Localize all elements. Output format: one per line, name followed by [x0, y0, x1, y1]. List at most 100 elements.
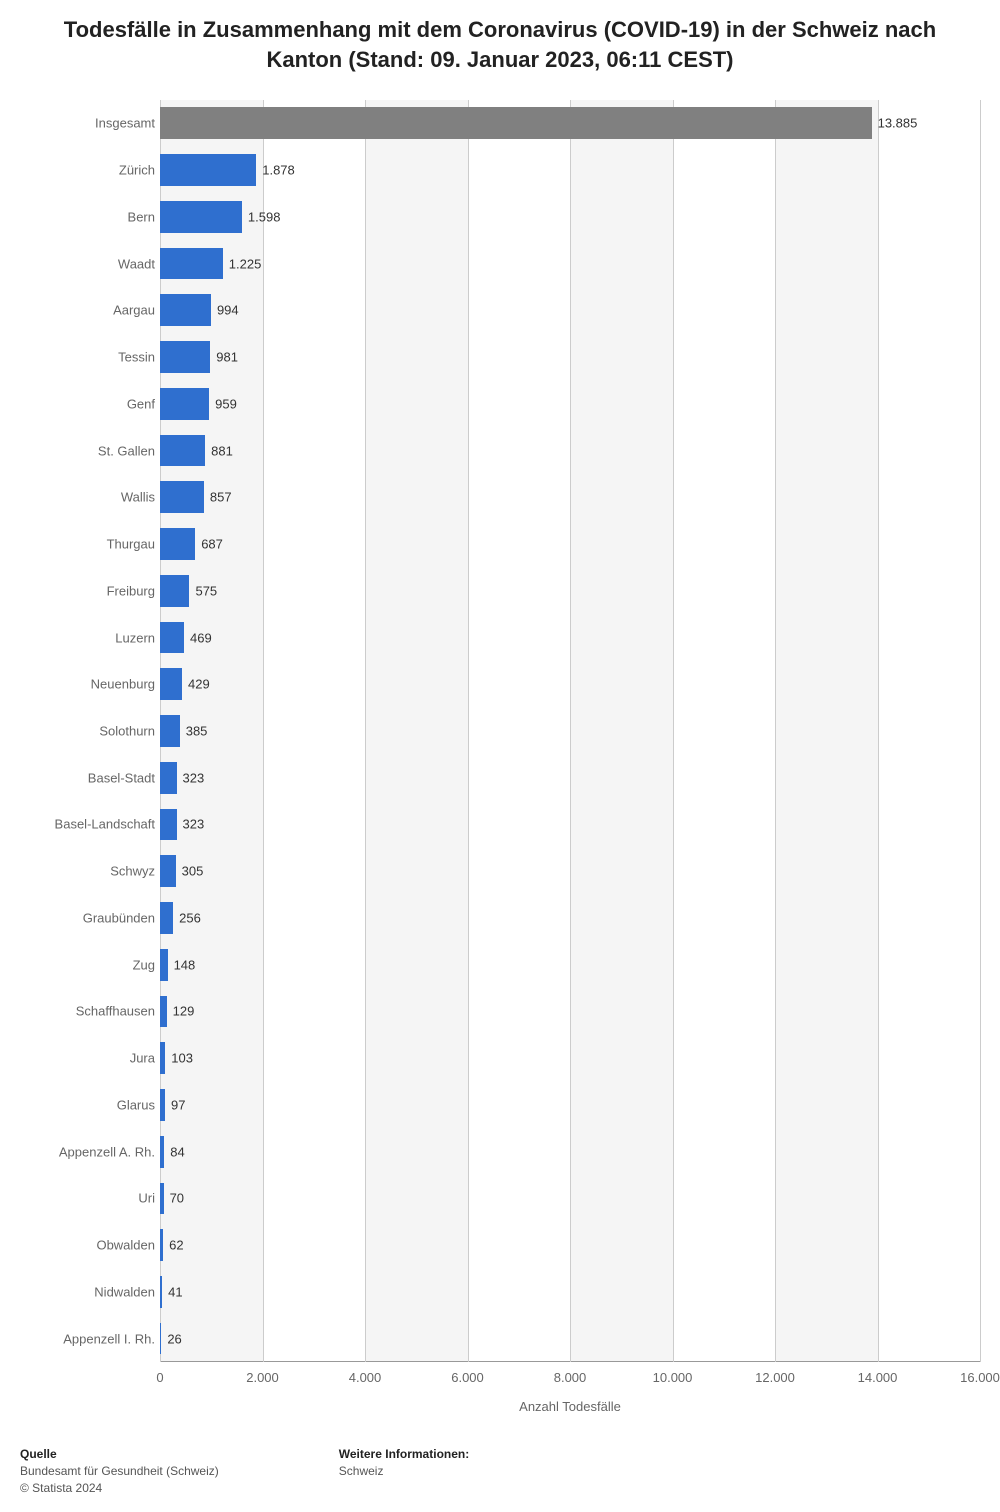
- bar: [160, 668, 182, 700]
- bar: [160, 1089, 165, 1121]
- bar: [160, 1136, 164, 1168]
- bar-row: Zürich 1.878: [20, 147, 980, 194]
- footer-info: Weitere Informationen: Schweiz: [339, 1447, 469, 1497]
- bar: [160, 902, 173, 934]
- bar: [160, 435, 205, 467]
- category-label: Aargau: [113, 303, 155, 318]
- bar: [160, 809, 177, 841]
- bar-row: Obwalden 62: [20, 1222, 980, 1269]
- bar-row: Nidwalden 41: [20, 1269, 980, 1316]
- category-label: Wallis: [121, 490, 155, 505]
- category-label: Bern: [128, 209, 155, 224]
- value-label: 41: [168, 1284, 182, 1299]
- category-label: Tessin: [118, 350, 155, 365]
- bar: [160, 1323, 161, 1355]
- bar-row: Basel-Landschaft323: [20, 801, 980, 848]
- x-tick-label: 0: [156, 1370, 163, 1385]
- bar-row: Zug 148: [20, 941, 980, 988]
- category-label: Basel-Stadt: [88, 770, 155, 785]
- value-label: 97: [171, 1097, 185, 1112]
- footer-source-line1: Bundesamt für Gesundheit (Schweiz): [20, 1463, 219, 1480]
- bar-row: Genf959: [20, 380, 980, 427]
- bar: [160, 248, 223, 280]
- bar-row: Jura103: [20, 1035, 980, 1082]
- category-label: Graubünden: [83, 910, 155, 925]
- footer-source-line2: © Statista 2024: [20, 1480, 219, 1497]
- x-tick-label: 8.000: [554, 1370, 587, 1385]
- value-label: 129: [173, 1004, 195, 1019]
- bar-row: Bern 1.598: [20, 193, 980, 240]
- category-label: Nidwalden: [94, 1284, 155, 1299]
- x-tick-label: 4.000: [349, 1370, 382, 1385]
- category-label: Obwalden: [96, 1238, 155, 1253]
- value-label: 687: [201, 537, 223, 552]
- footer-source: Quelle Bundesamt für Gesundheit (Schweiz…: [20, 1447, 219, 1497]
- value-label: 323: [183, 817, 205, 832]
- bar: [160, 622, 184, 654]
- x-tick-label: 12.000: [755, 1370, 795, 1385]
- x-tick-label: 16.000: [960, 1370, 1000, 1385]
- category-label: Schwyz: [110, 864, 155, 879]
- value-label: 70: [170, 1191, 184, 1206]
- category-label: St. Gallen: [98, 443, 155, 458]
- bar-row: Freiburg575: [20, 567, 980, 614]
- category-label: Neuenburg: [91, 677, 155, 692]
- category-label: Schaffhausen: [76, 1004, 155, 1019]
- category-label: Luzern: [115, 630, 155, 645]
- bar-row: Luzern 469: [20, 614, 980, 661]
- value-label: 323: [183, 770, 205, 785]
- value-label: 13.885: [878, 116, 918, 131]
- x-tick-label: 10.000: [653, 1370, 693, 1385]
- value-label: 148: [174, 957, 196, 972]
- bar-row: Tessin 981: [20, 334, 980, 381]
- category-label: Zug: [133, 957, 155, 972]
- bar: [160, 201, 242, 233]
- bar: [160, 388, 209, 420]
- bar-row: Uri70: [20, 1175, 980, 1222]
- bar-row: Neuenburg 429: [20, 661, 980, 708]
- category-label: Insgesamt: [95, 116, 155, 131]
- category-label: Waadt: [118, 256, 155, 271]
- value-label: 429: [188, 677, 210, 692]
- bar: [160, 481, 204, 513]
- bar: [160, 341, 210, 373]
- value-label: 575: [195, 583, 217, 598]
- value-label: 857: [210, 490, 232, 505]
- value-label: 1.878: [262, 163, 295, 178]
- bar: [160, 154, 256, 186]
- value-label: 994: [217, 303, 239, 318]
- x-tick-label: 2.000: [246, 1370, 279, 1385]
- value-label: 959: [215, 396, 237, 411]
- value-label: 881: [211, 443, 233, 458]
- bar-row: Wallis 857: [20, 474, 980, 521]
- value-label: 981: [216, 350, 238, 365]
- bar: [160, 762, 177, 794]
- bar-row: Schaffhausen 129: [20, 988, 980, 1035]
- bar: [160, 855, 176, 887]
- bar: [160, 996, 167, 1028]
- bar-row: Appenzell A. Rh.84: [20, 1128, 980, 1175]
- value-label: 256: [179, 910, 201, 925]
- bar-row: St. Gallen 881: [20, 427, 980, 474]
- value-label: 1.598: [248, 209, 281, 224]
- bar-row: Schwyz 305: [20, 848, 980, 895]
- value-label: 26: [167, 1331, 181, 1346]
- bar: [160, 575, 189, 607]
- bar: [160, 107, 872, 139]
- bar-row: Basel-Stadt 323: [20, 754, 980, 801]
- value-label: 305: [182, 864, 204, 879]
- value-label: 385: [186, 723, 208, 738]
- value-label: 62: [169, 1238, 183, 1253]
- footer-info-line1: Schweiz: [339, 1463, 469, 1480]
- value-label: 469: [190, 630, 212, 645]
- bar-row: Waadt1.225: [20, 240, 980, 287]
- bars-layer: Insgesamt 13.885 Zürich 1.878 Bern 1.598 Waadt…: [20, 100, 980, 1362]
- bar: [160, 1229, 163, 1261]
- category-label: Zürich: [119, 163, 155, 178]
- gridline: [980, 100, 981, 1362]
- category-label: Solothurn: [99, 723, 155, 738]
- bar-row: Appenzell I. Rh.26: [20, 1315, 980, 1362]
- bar: [160, 1042, 165, 1074]
- value-label: 84: [170, 1144, 184, 1159]
- x-tick-label: 6.000: [451, 1370, 484, 1385]
